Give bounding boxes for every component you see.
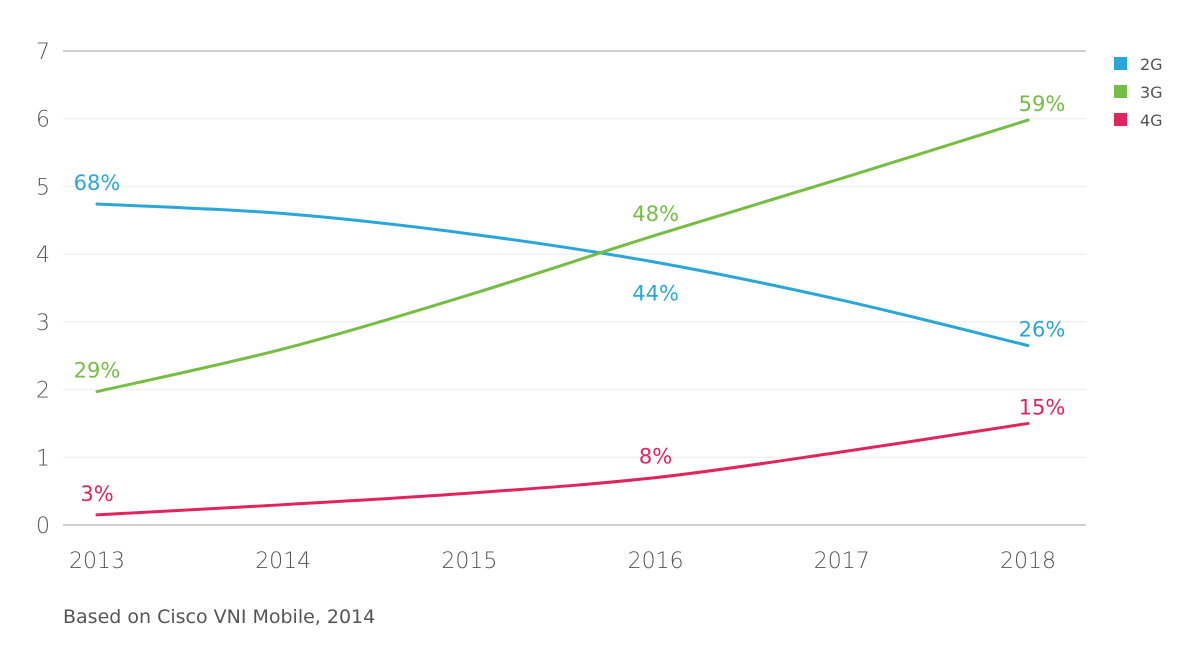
data-label: 8% xyxy=(639,445,672,469)
y-tick-label: 0 xyxy=(36,514,50,539)
data-labels: 68% 44% 26% 29% 48% 59% 3% 8% 15% xyxy=(74,92,1066,506)
axes: 0 1 2 3 4 5 6 7 2013 2014 2015 2016 2017 2018 xyxy=(36,40,1056,574)
data-label: 44% xyxy=(632,281,679,305)
x-tick-label: 2016 xyxy=(628,549,684,574)
legend-label: 3G xyxy=(1140,83,1163,102)
data-label: 68% xyxy=(74,171,121,195)
y-tick-label: 5 xyxy=(36,175,50,200)
gridlines xyxy=(63,50,1086,526)
y-tick-label: 3 xyxy=(36,311,50,336)
legend-swatch xyxy=(1114,85,1127,98)
data-label: 59% xyxy=(1019,92,1066,116)
data-label: 15% xyxy=(1019,395,1066,419)
series-lines xyxy=(95,118,1030,517)
legend-swatch xyxy=(1114,113,1127,126)
legend-label: 4G xyxy=(1140,111,1163,130)
legend-label: 2G xyxy=(1140,55,1163,74)
y-tick-label: 1 xyxy=(36,446,50,471)
x-tick-label: 2017 xyxy=(814,549,870,574)
source-note: Based on Cisco VNI Mobile, 2014 xyxy=(63,606,376,628)
data-label: 29% xyxy=(74,359,121,383)
series-line-3g xyxy=(95,118,1030,394)
x-tick-label: 2018 xyxy=(1000,549,1056,574)
legend-swatch xyxy=(1114,57,1127,70)
x-tick-label: 2014 xyxy=(255,549,311,574)
x-tick-label: 2015 xyxy=(441,549,497,574)
y-tick-label: 2 xyxy=(36,379,50,404)
data-label: 26% xyxy=(1019,318,1066,342)
x-tick-label: 2013 xyxy=(69,549,125,574)
series-line-4g xyxy=(95,421,1030,517)
legend: 2G 3G 4G xyxy=(1114,55,1163,130)
y-tick-label: 4 xyxy=(36,243,50,268)
data-label: 3% xyxy=(80,482,113,506)
y-tick-label: 7 xyxy=(36,40,50,65)
data-label: 48% xyxy=(632,202,679,226)
y-tick-label: 6 xyxy=(36,108,50,133)
series-line-2g xyxy=(95,202,1030,348)
